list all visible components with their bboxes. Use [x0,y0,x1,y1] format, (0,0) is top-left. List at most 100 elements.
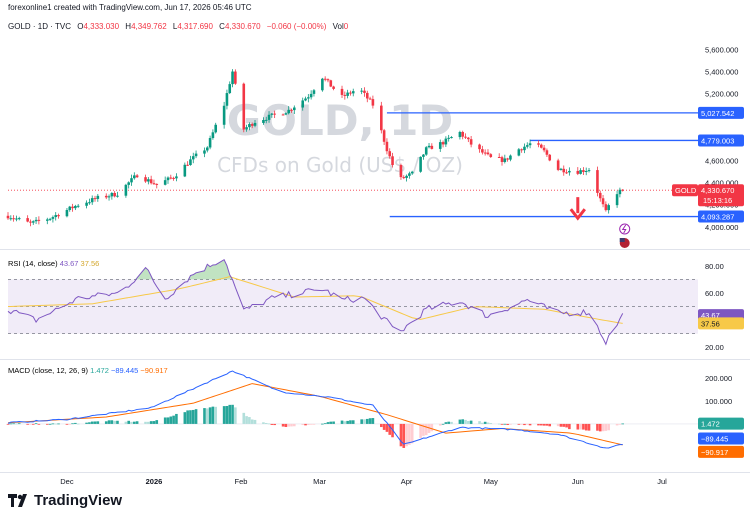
macd-histogram-bar [113,420,116,424]
macd-histogram-bar [450,421,453,424]
macd-histogram-bar [467,420,470,424]
candle-body [542,147,546,151]
candle-body [604,204,608,211]
macd-histogram-bar [509,423,512,425]
macd-value-badge-label: −90.917 [701,448,728,457]
candle-body [85,202,88,206]
candle-body [486,152,490,155]
candle-body [548,154,552,161]
candle-body [497,156,501,158]
candle-body [441,142,445,145]
candle-body [483,152,487,154]
candle-body [309,93,313,98]
macd-histogram-bar [186,410,189,424]
macd-histogram-bar [441,423,445,425]
macd-histogram-bar [483,421,487,424]
macd-histogram-bar [312,423,316,425]
macd-histogram-bar [556,423,560,427]
candle-body [96,195,100,199]
macd-histogram-bar [565,423,568,428]
us-flag-canton [619,238,625,242]
candle-body [135,175,139,178]
candle-body [130,178,133,183]
macd-histogram-bar [307,423,310,426]
candle-body [469,139,473,145]
macd-histogram-bar [326,422,330,424]
macd-histogram-bar [284,423,288,427]
macd-histogram-bar [500,423,504,425]
candle-body [537,143,540,145]
macd-histogram-bar [88,422,91,424]
candle-body [447,137,450,139]
candle-body [262,120,265,123]
candle-body [124,184,128,196]
macd-histogram-bar [93,421,97,424]
candle-body [290,109,293,111]
candle-body [525,145,529,147]
candle-body [273,113,276,115]
candle-body [231,71,234,85]
macd-histogram-bar [382,423,386,430]
macd-histogram-bar [523,423,526,426]
macd-histogram-bar [601,423,605,432]
rsi-tick-label: 60.00 [705,289,724,298]
symbol-tag-badge [672,184,698,197]
time-tick-label: Apr [401,477,413,486]
candle-body [464,136,467,138]
price-tick-label: 4,000.000 [705,223,738,232]
macd-histogram-bar [96,421,100,424]
candle-body [104,195,108,198]
candle-body [48,218,52,220]
candle-body [312,90,316,94]
macd-line [7,370,623,449]
macd-histogram-bar [293,423,296,427]
macd-histogram-bar [576,423,580,430]
candle-body [489,154,493,157]
candle-body [194,153,198,157]
rsi-ma-badge [698,317,744,330]
candle-body [520,149,523,151]
macd-histogram-bar [287,423,290,427]
macd-histogram-bar [596,423,599,431]
tradingview-logo[interactable]: TradingView [8,492,122,511]
macd-histogram-bar [208,407,212,424]
candle-body [323,78,327,80]
volume-label: Vol [332,22,344,31]
macd-histogram-bar [110,420,114,424]
candle-body [458,131,462,138]
macd-histogram-bar [506,423,509,425]
macd-histogram-bar [34,423,38,425]
macd-signal-value: −90.917 [140,366,167,375]
high-value: 4,349.762 [131,22,167,31]
macd-histogram-bar [205,408,209,424]
candle-body [144,177,147,182]
rsi-value: 43.67 [60,259,81,268]
macd-value-badge [698,417,744,430]
time-tick-label: Jun [572,477,584,486]
price-tick-label: 4,600.000 [705,156,738,165]
level-price-badge [698,106,744,119]
candle-body [388,151,392,157]
macd-histogram-bar [147,421,150,424]
change-value: −0.060 (−0.00%) [266,22,327,31]
candle-body [169,177,173,179]
rsi-tick-label: 20.00 [705,343,724,352]
macd-histogram-bar [245,416,248,424]
candle-body [26,218,29,222]
candle-body [307,97,310,99]
time-tick-label: 2026 [146,477,163,486]
macd-histogram-bar [604,423,608,431]
rsi-ma-line [7,276,623,324]
down-arrow-annotation [569,197,586,221]
candle-body [110,192,114,197]
macd-histogram-bar [579,423,582,430]
macd-histogram-bar [422,423,425,436]
candle-body [152,183,156,185]
candle-body [424,147,428,155]
macd-histogram-bar [528,423,532,426]
candle-body [517,149,521,156]
candle-body [189,159,192,166]
macd-histogram-bar [309,423,313,425]
macd-histogram-bar [149,421,153,424]
